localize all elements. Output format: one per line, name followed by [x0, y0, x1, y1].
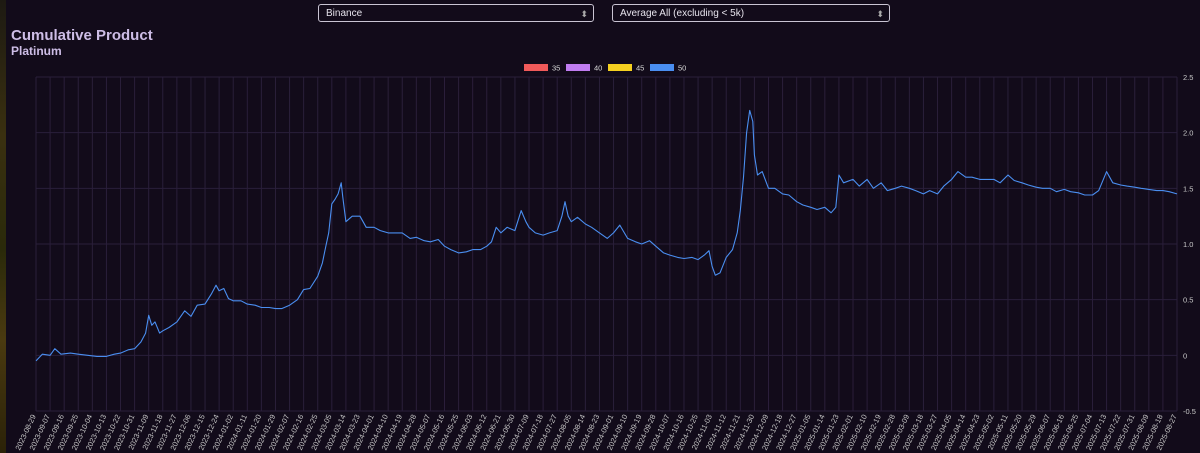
legend-swatch-40 [566, 64, 590, 71]
legend-label-40: 40 [594, 64, 602, 73]
chart-subtitle: Platinum [11, 44, 62, 58]
average-select[interactable]: Average All (excluding < 5k) ⬍ [612, 4, 890, 22]
y-tick-label: 1.0 [1183, 240, 1193, 249]
legend-swatch-35 [524, 64, 548, 71]
legend-swatch-50 [650, 64, 674, 71]
exchange-select[interactable]: Binance ⬍ [318, 4, 594, 22]
exchange-select-value: Binance [326, 8, 363, 19]
legend-label-50: 50 [678, 64, 686, 73]
series-line-50 [35, 109, 1178, 362]
select-chevron-icon: ⬍ [876, 9, 883, 19]
y-tick-label: 0.5 [1183, 296, 1193, 305]
y-tick-label: 0 [1183, 351, 1187, 360]
y-tick-label: 2.5 [1183, 73, 1193, 82]
legend-label-45: 45 [636, 64, 644, 73]
chart-title: Cumulative Product [11, 27, 153, 44]
average-select-value: Average All (excluding < 5k) [620, 8, 745, 19]
y-tick-label: 2.0 [1183, 129, 1193, 138]
left-edge-strip [0, 0, 6, 453]
y-tick-label: 1.5 [1183, 184, 1193, 193]
legend-label-35: 35 [552, 64, 560, 73]
legend-swatch-45 [608, 64, 632, 71]
select-chevron-icon: ⬍ [580, 9, 587, 19]
y-tick-label: -0.5 [1183, 407, 1196, 416]
